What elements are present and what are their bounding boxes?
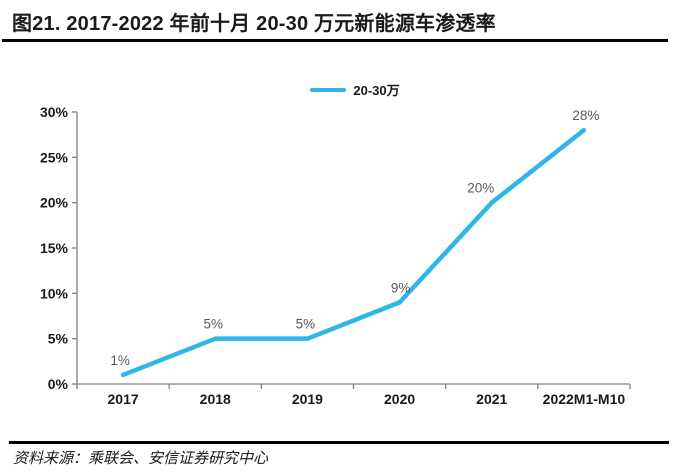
footer-separator [9,441,669,444]
source-note: 资料来源：乘联会、安信证券研究中心 [13,451,269,467]
svg-text:2018: 2018 [200,391,231,407]
svg-text:2020: 2020 [384,391,415,407]
svg-text:5%: 5% [203,317,223,332]
title-underline [2,39,668,42]
svg-text:20%: 20% [40,195,69,211]
svg-text:10%: 10% [40,285,69,301]
svg-text:2022M1-M10: 2022M1-M10 [543,391,626,407]
svg-text:5%: 5% [48,331,69,347]
svg-text:2019: 2019 [292,391,323,407]
chart-legend: 20-30万 [0,80,678,99]
line-chart: 0% 5% 10% 15% 20% 25% 30% 2017 2018 2019 2020 2021 2… [40,104,631,407]
svg-text:2021: 2021 [476,391,507,407]
svg-text:0%: 0% [48,376,69,392]
svg-text:15%: 15% [40,240,69,256]
svg-text:30%: 30% [40,104,69,120]
chart-title: 图21. 2017-2022 年前十月 20-30 万元新能源车渗透率 [12,13,496,35]
legend-label: 20-30万 [353,83,400,98]
svg-text:20%: 20% [467,181,494,196]
svg-text:5%: 5% [296,317,316,332]
svg-text:25%: 25% [40,149,69,165]
svg-text:28%: 28% [572,108,599,123]
svg-text:9%: 9% [391,280,411,295]
legend-line-swatch [310,87,347,92]
svg-text:2017: 2017 [108,391,139,407]
svg-text:1%: 1% [110,353,130,368]
